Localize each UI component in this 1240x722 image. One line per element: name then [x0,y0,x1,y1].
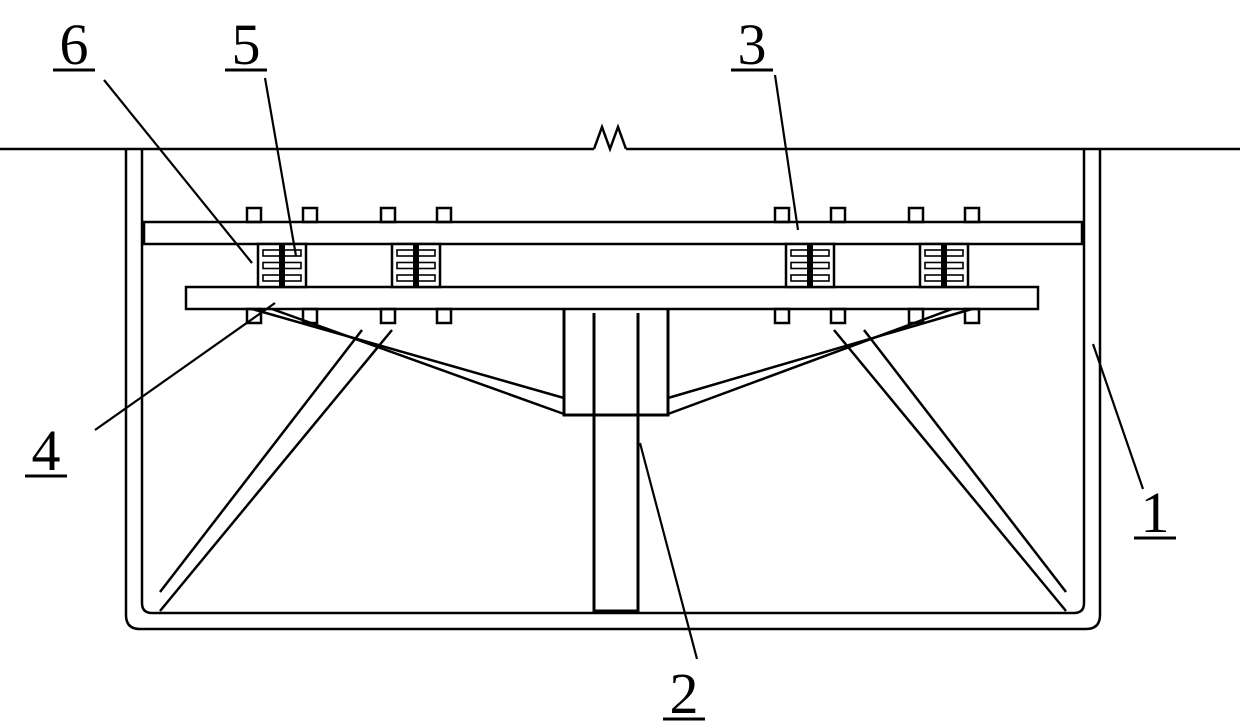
svg-text:4: 4 [32,418,61,483]
svg-text:2: 2 [670,661,699,722]
svg-text:1: 1 [1141,480,1170,545]
svg-text:5: 5 [232,12,261,77]
svg-text:3: 3 [738,12,767,77]
svg-text:6: 6 [60,12,89,77]
